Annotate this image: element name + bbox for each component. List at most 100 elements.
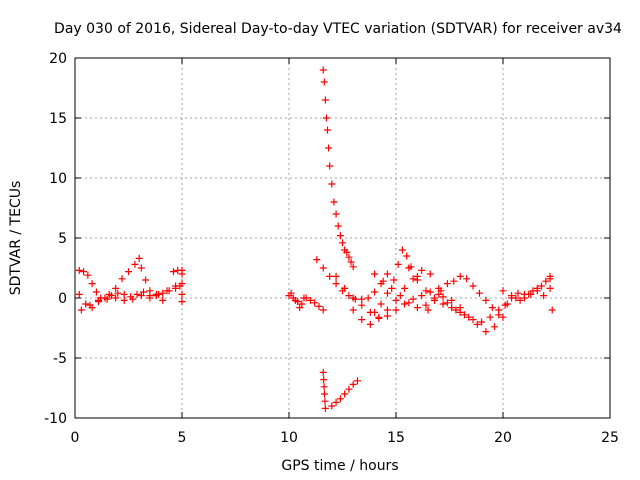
data-point xyxy=(448,296,456,304)
data-point xyxy=(379,277,387,285)
series-seg-e-morning xyxy=(169,266,186,306)
y-tick-label: 0 xyxy=(58,291,67,307)
data-point xyxy=(103,295,111,303)
series-seg-q-afternoon xyxy=(424,272,496,314)
data-point xyxy=(120,296,128,304)
data-point xyxy=(435,290,443,298)
data-point xyxy=(313,256,321,264)
data-point xyxy=(321,404,329,412)
data-point xyxy=(300,294,308,302)
data-point xyxy=(172,282,180,290)
data-point xyxy=(418,292,426,300)
data-point xyxy=(422,287,430,295)
data-point xyxy=(377,300,385,308)
data-point xyxy=(499,287,507,295)
data-point xyxy=(146,294,154,302)
grid-lines xyxy=(75,58,610,418)
data-point xyxy=(424,306,432,314)
data-point xyxy=(439,293,447,301)
y-tick-label: 20 xyxy=(49,51,67,67)
data-point xyxy=(508,292,516,300)
data-point xyxy=(80,268,88,276)
data-point xyxy=(178,266,186,274)
data-point xyxy=(114,289,122,297)
series-seg-d-morning xyxy=(77,270,186,314)
data-point xyxy=(332,398,340,406)
data-point xyxy=(339,239,346,247)
data-point xyxy=(159,289,167,297)
data-point xyxy=(349,306,357,314)
data-point xyxy=(371,308,379,316)
data-point xyxy=(401,300,409,308)
data-point xyxy=(403,252,411,260)
data-point xyxy=(169,268,177,276)
data-point xyxy=(394,260,402,268)
data-point xyxy=(396,292,404,300)
data-point xyxy=(320,383,328,391)
data-point xyxy=(287,289,295,297)
data-point xyxy=(383,270,391,278)
data-point xyxy=(345,253,353,261)
data-point xyxy=(341,284,349,292)
series-seg-p-afternoon xyxy=(405,264,507,336)
data-point xyxy=(439,300,447,308)
data-point xyxy=(469,316,477,324)
data-point xyxy=(460,311,468,319)
data-point xyxy=(542,277,550,285)
data-markers xyxy=(75,66,556,412)
data-point xyxy=(349,263,357,271)
data-point xyxy=(343,248,351,256)
x-tick-label: 5 xyxy=(178,430,187,446)
data-point xyxy=(86,301,94,309)
series-seg-h-midday xyxy=(313,256,391,303)
data-point xyxy=(306,296,314,304)
data-point xyxy=(437,287,445,295)
data-point xyxy=(448,304,456,312)
data-point xyxy=(405,299,413,307)
x-tick-label: 10 xyxy=(280,430,298,446)
data-point xyxy=(321,96,329,104)
data-point xyxy=(388,284,396,292)
data-point xyxy=(142,276,150,284)
y-tick-label: -10 xyxy=(44,411,67,427)
data-point xyxy=(392,306,400,314)
data-point xyxy=(413,304,421,312)
data-point xyxy=(383,312,391,320)
data-point xyxy=(540,292,548,300)
data-point xyxy=(336,395,344,403)
data-point xyxy=(390,276,398,284)
series-seg-r-evening xyxy=(435,275,554,326)
data-point xyxy=(345,292,353,300)
data-point xyxy=(418,266,426,274)
data-point xyxy=(546,272,554,280)
y-tick-labels: -10 -5 0 5 10 15 20 xyxy=(44,51,67,427)
data-point xyxy=(413,276,421,284)
data-point xyxy=(358,301,366,309)
y-tick-label: 5 xyxy=(58,231,67,247)
x-tick-labels: 0 5 10 15 20 25 xyxy=(71,430,619,446)
data-point xyxy=(319,264,327,272)
data-point xyxy=(75,266,83,274)
data-point xyxy=(92,288,100,296)
data-point xyxy=(486,313,494,321)
series-seg-i-spike xyxy=(319,66,357,271)
data-point xyxy=(548,306,556,314)
data-point xyxy=(120,290,128,298)
data-point xyxy=(178,290,186,298)
data-point xyxy=(321,397,329,405)
data-point xyxy=(431,296,439,304)
data-point xyxy=(375,314,383,322)
chart-title: Day 030 of 2016, Sidereal Day-to-day VTE… xyxy=(54,21,622,37)
data-point xyxy=(358,316,366,324)
data-point xyxy=(452,306,460,314)
data-point xyxy=(422,301,430,309)
data-point xyxy=(495,311,503,319)
data-point xyxy=(146,287,154,295)
data-point xyxy=(465,313,473,321)
data-point xyxy=(405,264,413,272)
data-point xyxy=(311,299,319,307)
data-point xyxy=(501,301,509,309)
data-point xyxy=(426,270,434,278)
data-point xyxy=(392,296,400,304)
